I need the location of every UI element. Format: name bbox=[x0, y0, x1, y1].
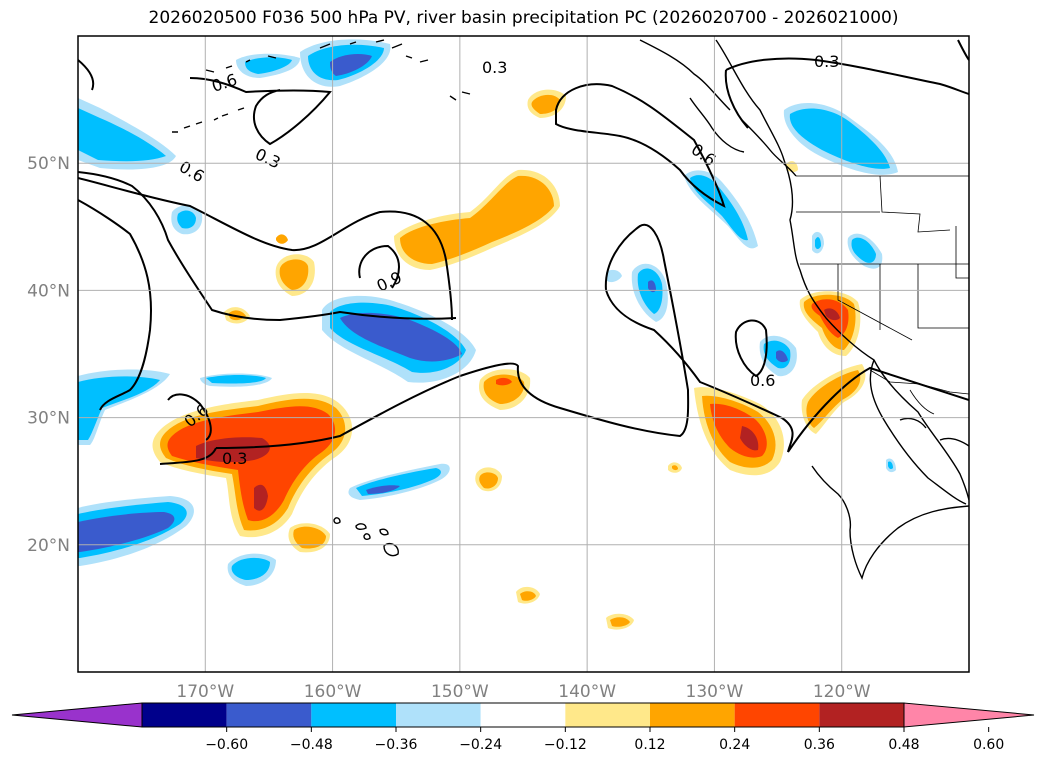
positive-precip-areas bbox=[152, 89, 866, 630]
colorbar-tick-label: −0.60 bbox=[205, 737, 248, 753]
colorbar-tick-label: 0.60 bbox=[973, 737, 1004, 753]
colorbar-swatch bbox=[142, 703, 227, 727]
colorbar-tick-label: −0.36 bbox=[375, 737, 418, 753]
colorbar-frame bbox=[141, 702, 905, 728]
latitude-label: 50°N bbox=[27, 154, 70, 174]
colorbar-tick-label: −0.12 bbox=[544, 737, 587, 753]
negative-precip-areas bbox=[78, 39, 898, 586]
colorbar-swatch bbox=[226, 703, 312, 727]
latitude-label: 40°N bbox=[27, 281, 70, 301]
political-borders bbox=[796, 175, 969, 415]
colorbar-extend-max bbox=[903, 702, 1035, 728]
longitude-labels: 170°W 160°W 150°W 140°W 130°W 120°W bbox=[176, 682, 870, 702]
colorbar-swatch bbox=[396, 703, 481, 727]
latitude-label: 20°N bbox=[27, 536, 70, 556]
colorbar-swatch bbox=[565, 703, 650, 727]
pv-label: 0.3 bbox=[482, 58, 507, 77]
longitude-label: 140°W bbox=[558, 682, 616, 702]
colorbar-swatch bbox=[819, 703, 904, 727]
map-frame bbox=[77, 35, 970, 673]
pv-label: 0.3 bbox=[222, 449, 247, 468]
longitude-label: 160°W bbox=[304, 682, 362, 702]
latitude-labels: 20°N 30°N 40°N 50°N bbox=[27, 154, 70, 556]
longitude-label: 150°W bbox=[431, 682, 489, 702]
colorbar-tick-label: 0.12 bbox=[634, 737, 665, 753]
colorbar-tick-label: 0.24 bbox=[719, 737, 750, 753]
colorbar-tick-label: 0.48 bbox=[888, 737, 919, 753]
pv-label: 0.6 bbox=[750, 371, 775, 390]
colorbar-swatch bbox=[734, 703, 820, 727]
longitude-label: 130°W bbox=[686, 682, 744, 702]
colorbar-swatch bbox=[311, 703, 396, 727]
map-panel: 0.3 0.6 0.6 0.3 0.6 0.9 0.6 0.3 0.3 0.6 bbox=[78, 36, 969, 672]
graticule bbox=[78, 36, 969, 672]
colorbar-tick-label: −0.48 bbox=[290, 737, 333, 753]
colorbar-extend-min bbox=[11, 702, 143, 728]
colorbar-tick-label: 0.36 bbox=[804, 737, 835, 753]
coastlines bbox=[172, 39, 969, 581]
pv-label: 0.3 bbox=[814, 52, 839, 71]
colorbar-swatch bbox=[480, 703, 566, 727]
map-title: 2026020500 F036 500 hPa PV, river basin … bbox=[148, 8, 899, 28]
longitude-label: 170°W bbox=[176, 682, 234, 702]
longitude-label: 120°W bbox=[813, 682, 871, 702]
latitude-label: 30°N bbox=[27, 409, 70, 429]
colorbar-tick-label: −0.24 bbox=[459, 737, 502, 753]
colorbar-swatch bbox=[650, 703, 735, 727]
